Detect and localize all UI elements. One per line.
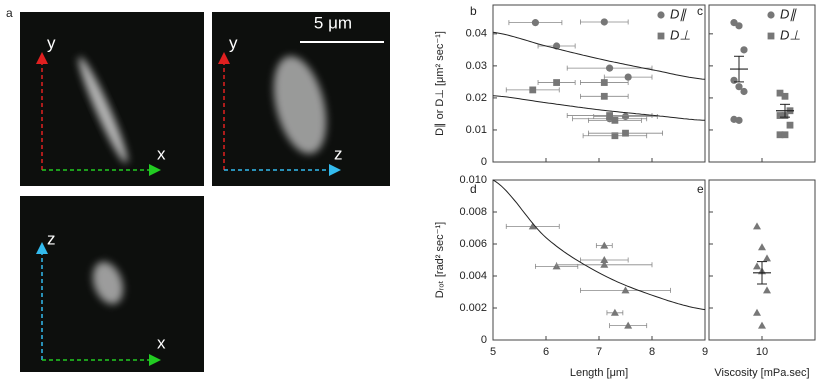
panel-label: d <box>470 182 477 196</box>
point <box>776 89 784 97</box>
image-3: z x <box>20 196 204 372</box>
y-tick-label: 0 <box>481 156 487 168</box>
point <box>531 19 540 27</box>
plot-frame <box>708 179 816 341</box>
axis-label: y <box>47 33 56 52</box>
scale-bar-label: 5 μm <box>314 13 352 32</box>
y-tick-label: 0.04 <box>466 28 487 40</box>
point <box>611 132 619 140</box>
point <box>528 222 537 230</box>
x-tick-label: 7 <box>596 346 602 358</box>
point <box>600 92 608 100</box>
point <box>740 46 748 54</box>
image-1: y x <box>20 12 204 186</box>
point <box>610 308 619 316</box>
x-tick-label: 8 <box>649 346 655 358</box>
y-tick-label: 0.01 <box>466 124 487 136</box>
point <box>730 76 738 84</box>
point <box>758 243 766 251</box>
legend-label: D⊥ <box>780 27 801 42</box>
point <box>753 262 761 270</box>
point <box>781 131 789 139</box>
axis-label: y <box>229 33 238 52</box>
legend-label: D∥ <box>670 6 687 21</box>
point <box>763 286 771 294</box>
point <box>600 256 609 263</box>
image-2: 5 μm y z <box>212 12 390 186</box>
legend-label: D∥ <box>780 6 797 21</box>
point <box>622 129 629 137</box>
point <box>621 112 630 121</box>
point <box>763 254 771 262</box>
point <box>740 87 748 96</box>
point <box>553 79 560 86</box>
y-tick-label: 0.004 <box>459 270 487 282</box>
point <box>624 73 632 81</box>
fit-curve <box>492 31 706 80</box>
x-tick-label: 6 <box>543 346 549 358</box>
point <box>786 121 794 129</box>
y-tick-label: 0.010 <box>459 174 487 186</box>
x-tick-label: 9 <box>702 346 708 358</box>
point <box>600 79 608 86</box>
point <box>624 321 633 329</box>
legend-marker <box>657 11 665 19</box>
legend-label: D⊥ <box>670 27 691 42</box>
point <box>776 112 784 119</box>
fit-curve <box>492 179 706 311</box>
y-axis-label: D∥ or D⊥ [μm² sec⁻¹] <box>434 31 446 136</box>
point <box>781 92 789 100</box>
panel-label: b <box>470 4 477 18</box>
y-axis-label: Dᵣₒₜ [rad² sec⁻¹] <box>434 222 446 298</box>
x-axis-label: Length [μm] <box>570 367 628 379</box>
point <box>621 286 630 294</box>
panel-label: a <box>6 6 13 20</box>
axis-label: x <box>157 144 166 163</box>
point <box>735 22 743 30</box>
point <box>735 116 743 124</box>
point <box>776 131 784 139</box>
legend-marker <box>767 11 775 19</box>
point <box>600 18 608 26</box>
point <box>600 260 609 268</box>
x-axis-label: Viscosity [mPa.sec] <box>714 367 809 379</box>
point <box>529 86 537 94</box>
axis-label: z <box>47 229 56 248</box>
point <box>753 222 761 230</box>
fit-curve <box>492 95 706 121</box>
axis-label: z <box>334 144 343 163</box>
y-tick-label: 0.002 <box>459 302 487 314</box>
point <box>606 112 613 119</box>
point <box>600 241 609 249</box>
axis-label: x <box>157 333 166 352</box>
y-tick-label: 0 <box>481 334 487 346</box>
panel-label: e <box>697 182 704 196</box>
legend-marker <box>767 32 775 40</box>
point <box>758 321 766 329</box>
legend-marker <box>657 32 665 40</box>
y-tick-label: 0.006 <box>459 238 487 250</box>
y-tick-label: 0.02 <box>466 92 487 104</box>
x-tick-label: 10 <box>756 346 768 358</box>
point <box>753 308 761 316</box>
y-tick-label: 0.008 <box>459 206 487 218</box>
point <box>606 64 614 72</box>
x-tick-label: 5 <box>490 346 496 358</box>
point <box>735 83 743 91</box>
y-tick-label: 0.03 <box>466 60 487 72</box>
panel-label: c <box>697 4 703 18</box>
point <box>611 116 619 124</box>
